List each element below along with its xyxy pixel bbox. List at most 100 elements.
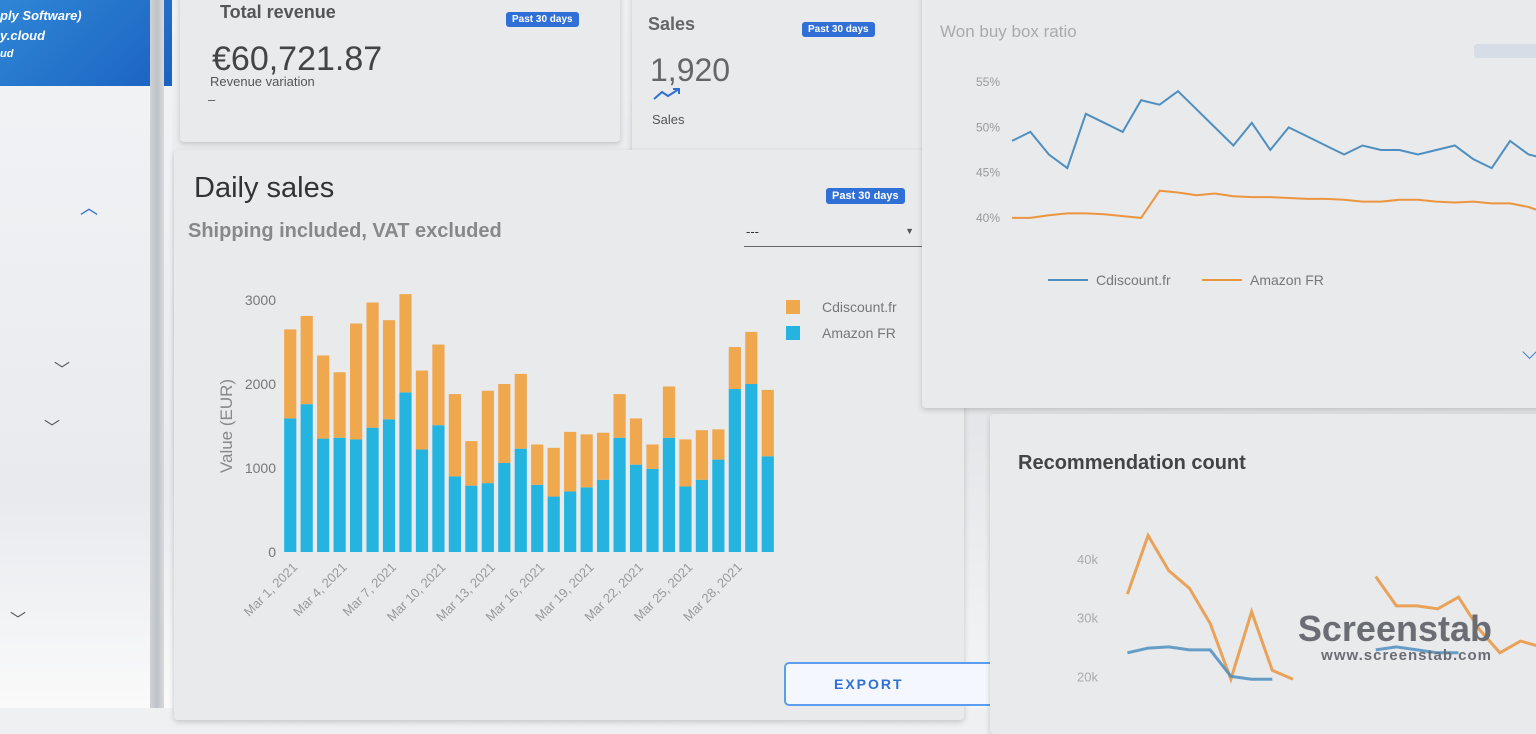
bar-amazon-fr — [465, 486, 477, 552]
bar-amazon-fr — [399, 392, 411, 552]
bar-cdiscount — [745, 332, 757, 384]
bar-cdiscount — [449, 394, 461, 476]
bar-cdiscount — [284, 329, 296, 418]
bar-amazon-fr — [581, 487, 593, 552]
legend-label: Cdiscount.fr — [1096, 272, 1171, 288]
bar-amazon-fr — [432, 425, 444, 552]
watermark: Screenstab www.screenstab.com — [1298, 611, 1492, 664]
bar-cdiscount — [416, 371, 428, 450]
revenue-variation-value: – — [208, 92, 215, 107]
bar-amazon-fr — [515, 449, 527, 552]
bar-cdiscount — [350, 324, 362, 440]
revenue-period-badge: Past 30 days — [506, 12, 579, 27]
watermark-brand: Screenstab — [1298, 611, 1492, 647]
chart-nav-icon[interactable]: ⌵ — [1522, 342, 1536, 365]
chevron-down-icon[interactable]: ﹀ — [44, 414, 60, 438]
bar-amazon-fr — [762, 456, 774, 552]
y-tick-label: 2000 — [245, 376, 276, 392]
y-tick-label: 20k — [1077, 669, 1098, 684]
bar-amazon-fr — [630, 465, 642, 552]
bar-amazon-fr — [317, 439, 329, 552]
bar-cdiscount — [399, 294, 411, 392]
sales-period-badge: Past 30 days — [802, 22, 875, 37]
bar-amazon-fr — [301, 404, 313, 552]
bar-cdiscount — [531, 444, 543, 484]
y-axis-label: Value (EUR) — [217, 379, 236, 473]
bar-cdiscount — [712, 429, 724, 459]
bar-cdiscount — [663, 387, 675, 438]
line-series-cdiscount — [1127, 536, 1293, 680]
bar-amazon-fr — [334, 438, 346, 552]
bar-amazon-fr — [745, 384, 757, 552]
bar-amazon-fr — [646, 469, 658, 552]
sidebar-divider — [150, 0, 164, 708]
y-tick-label: 40% — [976, 211, 1000, 225]
y-tick-label: 50% — [976, 120, 1000, 134]
bar-cdiscount — [301, 316, 313, 404]
y-tick-label: 1000 — [245, 460, 276, 476]
revenue-title: Total revenue — [220, 2, 336, 23]
bar-cdiscount — [548, 448, 560, 497]
bar-amazon-fr — [449, 476, 461, 552]
bar-cdiscount — [465, 441, 477, 486]
recommendation-chart: 20k 30k 40k — [990, 414, 1536, 734]
revenue-variation-label: Revenue variation — [210, 74, 315, 89]
bar-cdiscount — [383, 320, 395, 419]
revenue-card: Total revenue Past 30 days €60,721.87 Re… — [180, 0, 620, 142]
y-tick-label: 3000 — [245, 292, 276, 308]
legend-label: Amazon FR — [1250, 272, 1324, 288]
bar-amazon-fr — [564, 492, 576, 552]
y-tick-label: 0 — [268, 544, 276, 560]
bar-amazon-fr — [416, 450, 428, 552]
sales-card: Sales Past 30 days 1,920 Sales — [632, 0, 928, 154]
bar-amazon-fr — [696, 480, 708, 552]
account-line-1: ply Software) — [0, 8, 82, 23]
recommendation-card: Recommendation count 20k 30k 40k — [990, 414, 1536, 734]
bar-cdiscount — [729, 347, 741, 389]
bar-cdiscount — [696, 430, 708, 480]
bar-amazon-fr — [284, 418, 296, 552]
chevron-up-icon[interactable]: ︿ — [80, 194, 98, 220]
bar-amazon-fr — [613, 438, 625, 552]
bar-amazon-fr — [548, 497, 560, 552]
sidebar: ply Software) y.cloud ud ︿ ﹀ ﹀ ﹀ — [0, 0, 172, 708]
line-series-cdiscount — [1012, 91, 1536, 168]
bar-cdiscount — [334, 372, 346, 438]
sales-label: Sales — [652, 112, 685, 127]
bar-cdiscount — [317, 355, 329, 438]
y-tick-label: 30k — [1077, 611, 1098, 626]
chevron-down-icon[interactable]: ﹀ — [10, 606, 26, 630]
bar-amazon-fr — [366, 428, 378, 552]
bar-amazon-fr — [729, 389, 741, 552]
bar-cdiscount — [646, 444, 658, 468]
bar-cdiscount — [498, 384, 510, 463]
bar-cdiscount — [597, 433, 609, 480]
bar-cdiscount — [432, 345, 444, 426]
sales-value: 1,920 — [650, 52, 730, 89]
daily-sales-card: Daily sales Shipping included, VAT exclu… — [174, 150, 964, 720]
y-tick-label: 45% — [976, 166, 1000, 180]
legend-swatch — [786, 326, 800, 340]
bar-amazon-fr — [383, 419, 395, 552]
export-button-label: EXPORT — [834, 676, 904, 692]
legend-label: Cdiscount.fr — [822, 299, 897, 315]
bar-amazon-fr — [597, 480, 609, 552]
bar-cdiscount — [581, 434, 593, 487]
bar-cdiscount — [564, 432, 576, 492]
bar-cdiscount — [613, 394, 625, 438]
buybox-chart: 40% 45% 50% 55% Cdiscount.fr Amazon FR — [922, 0, 1536, 408]
account-line-3: ud — [0, 48, 13, 60]
bar-amazon-fr — [679, 486, 691, 552]
chevron-down-icon[interactable]: ﹀ — [54, 356, 70, 380]
bar-amazon-fr — [482, 483, 494, 552]
buybox-card: Won buy box ratio 40% 45% 50% 55% Cdiscount.… — [922, 0, 1536, 408]
bar-amazon-fr — [712, 460, 724, 552]
y-tick-label: 40k — [1077, 552, 1098, 567]
account-header[interactable]: ply Software) y.cloud ud — [0, 0, 172, 86]
line-series-amazon-fr — [1012, 191, 1536, 218]
account-line-2: y.cloud — [0, 28, 45, 43]
export-button[interactable]: EXPORT — [784, 662, 994, 706]
bar-cdiscount — [630, 418, 642, 464]
trend-up-icon — [652, 86, 682, 102]
